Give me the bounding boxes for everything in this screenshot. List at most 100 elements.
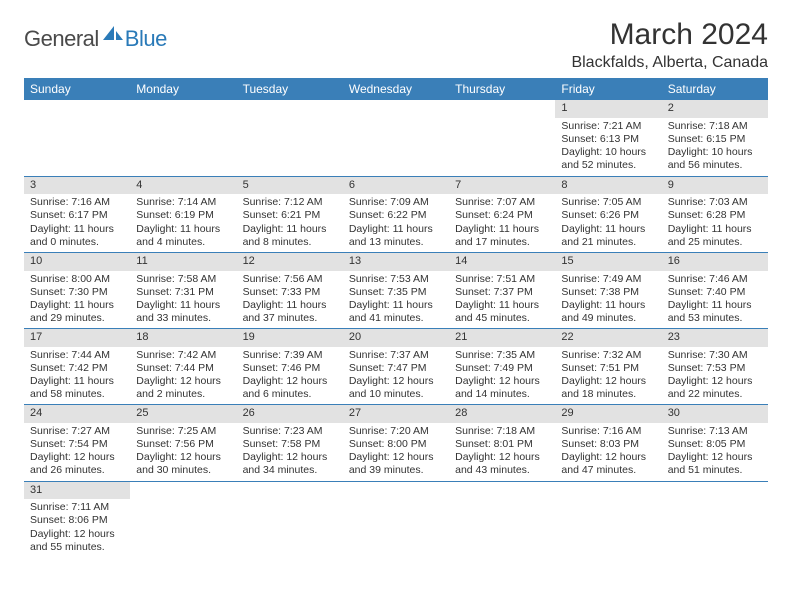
day-header-thursday: Thursday — [449, 78, 555, 100]
sunrise-text: Sunrise: 7:16 AM — [30, 196, 124, 209]
sunrise-text: Sunrise: 7:05 AM — [561, 196, 655, 209]
sunrise-text: Sunrise: 7:53 AM — [349, 273, 443, 286]
calendar-cell: 29Sunrise: 7:16 AMSunset: 8:03 PMDayligh… — [555, 405, 661, 481]
daylight-text-1: Daylight: 11 hours — [30, 375, 124, 388]
day-header-wednesday: Wednesday — [343, 78, 449, 100]
daylight-text-2: and 37 minutes. — [243, 312, 337, 325]
daylight-text-1: Daylight: 12 hours — [136, 375, 230, 388]
daylight-text-2: and 13 minutes. — [349, 236, 443, 249]
logo: General Blue — [24, 24, 167, 53]
daylight-text-1: Daylight: 11 hours — [455, 223, 549, 236]
daylight-text-1: Daylight: 12 hours — [455, 451, 549, 464]
month-title: March 2024 — [571, 18, 768, 52]
daylight-text-2: and 56 minutes. — [668, 159, 762, 172]
sunset-text: Sunset: 7:35 PM — [349, 286, 443, 299]
sunrise-text: Sunrise: 7:03 AM — [668, 196, 762, 209]
daylight-text-2: and 26 minutes. — [30, 464, 124, 477]
calendar-cell: 17Sunrise: 7:44 AMSunset: 7:42 PMDayligh… — [24, 329, 130, 405]
sunrise-text: Sunrise: 7:49 AM — [561, 273, 655, 286]
day-number: 28 — [449, 405, 555, 423]
daylight-text-1: Daylight: 12 hours — [243, 451, 337, 464]
day-number: 24 — [24, 405, 130, 423]
daylight-text-1: Daylight: 12 hours — [243, 375, 337, 388]
sunrise-text: Sunrise: 7:07 AM — [455, 196, 549, 209]
sunset-text: Sunset: 8:06 PM — [30, 514, 124, 527]
daylight-text-1: Daylight: 10 hours — [561, 146, 655, 159]
calendar-week-row: 17Sunrise: 7:44 AMSunset: 7:42 PMDayligh… — [24, 329, 768, 405]
sunrise-text: Sunrise: 7:14 AM — [136, 196, 230, 209]
daylight-text-1: Daylight: 12 hours — [561, 451, 655, 464]
calendar-week-row: 31Sunrise: 7:11 AMSunset: 8:06 PMDayligh… — [24, 481, 768, 557]
daylight-text-1: Daylight: 11 hours — [30, 299, 124, 312]
sunrise-text: Sunrise: 7:25 AM — [136, 425, 230, 438]
day-header-monday: Monday — [130, 78, 236, 100]
sunset-text: Sunset: 7:58 PM — [243, 438, 337, 451]
sunset-text: Sunset: 8:03 PM — [561, 438, 655, 451]
sunrise-text: Sunrise: 7:37 AM — [349, 349, 443, 362]
daylight-text-1: Daylight: 11 hours — [349, 223, 443, 236]
sunrise-text: Sunrise: 7:13 AM — [668, 425, 762, 438]
sunset-text: Sunset: 7:46 PM — [243, 362, 337, 375]
daylight-text-2: and 6 minutes. — [243, 388, 337, 401]
day-number: 29 — [555, 405, 661, 423]
sunset-text: Sunset: 6:19 PM — [136, 209, 230, 222]
sunset-text: Sunset: 8:00 PM — [349, 438, 443, 451]
location: Blackfalds, Alberta, Canada — [571, 54, 768, 72]
sunrise-text: Sunrise: 7:46 AM — [668, 273, 762, 286]
calendar-cell: 3Sunrise: 7:16 AMSunset: 6:17 PMDaylight… — [24, 176, 130, 252]
day-number: 8 — [555, 177, 661, 195]
day-number: 4 — [130, 177, 236, 195]
sunset-text: Sunset: 7:40 PM — [668, 286, 762, 299]
sunrise-text: Sunrise: 7:21 AM — [561, 120, 655, 133]
sunset-text: Sunset: 6:24 PM — [455, 209, 549, 222]
daylight-text-1: Daylight: 11 hours — [136, 299, 230, 312]
calendar-cell: 7Sunrise: 7:07 AMSunset: 6:24 PMDaylight… — [449, 176, 555, 252]
calendar-cell — [130, 100, 236, 176]
day-number: 10 — [24, 253, 130, 271]
day-number: 31 — [24, 482, 130, 500]
sunrise-text: Sunrise: 7:09 AM — [349, 196, 443, 209]
daylight-text-2: and 30 minutes. — [136, 464, 230, 477]
sunrise-text: Sunrise: 7:18 AM — [455, 425, 549, 438]
sunrise-text: Sunrise: 7:23 AM — [243, 425, 337, 438]
day-number: 6 — [343, 177, 449, 195]
daylight-text-1: Daylight: 11 hours — [136, 223, 230, 236]
day-number: 17 — [24, 329, 130, 347]
daylight-text-1: Daylight: 12 hours — [30, 528, 124, 541]
sunset-text: Sunset: 7:31 PM — [136, 286, 230, 299]
calendar-cell — [449, 481, 555, 557]
daylight-text-1: Daylight: 12 hours — [349, 375, 443, 388]
calendar-cell: 9Sunrise: 7:03 AMSunset: 6:28 PMDaylight… — [662, 176, 768, 252]
daylight-text-2: and 43 minutes. — [455, 464, 549, 477]
daylight-text-2: and 0 minutes. — [30, 236, 124, 249]
calendar-cell: 24Sunrise: 7:27 AMSunset: 7:54 PMDayligh… — [24, 405, 130, 481]
day-number: 11 — [130, 253, 236, 271]
day-number: 1 — [555, 100, 661, 118]
sunrise-text: Sunrise: 7:20 AM — [349, 425, 443, 438]
day-header-sunday: Sunday — [24, 78, 130, 100]
calendar-cell: 21Sunrise: 7:35 AMSunset: 7:49 PMDayligh… — [449, 329, 555, 405]
daylight-text-2: and 4 minutes. — [136, 236, 230, 249]
calendar-cell: 2Sunrise: 7:18 AMSunset: 6:15 PMDaylight… — [662, 100, 768, 176]
sunset-text: Sunset: 7:56 PM — [136, 438, 230, 451]
sunrise-text: Sunrise: 7:12 AM — [243, 196, 337, 209]
daylight-text-2: and 2 minutes. — [136, 388, 230, 401]
logo-sail-icon — [103, 24, 123, 45]
daylight-text-1: Daylight: 12 hours — [668, 451, 762, 464]
sunset-text: Sunset: 7:33 PM — [243, 286, 337, 299]
daylight-text-2: and 29 minutes. — [30, 312, 124, 325]
daylight-text-1: Daylight: 11 hours — [30, 223, 124, 236]
daylight-text-1: Daylight: 11 hours — [243, 299, 337, 312]
daylight-text-2: and 58 minutes. — [30, 388, 124, 401]
sunset-text: Sunset: 7:47 PM — [349, 362, 443, 375]
calendar-cell — [449, 100, 555, 176]
calendar-page: General Blue March 2024 Blackfalds, Albe… — [0, 0, 792, 575]
daylight-text-1: Daylight: 11 hours — [561, 223, 655, 236]
sunset-text: Sunset: 7:54 PM — [30, 438, 124, 451]
calendar-cell: 8Sunrise: 7:05 AMSunset: 6:26 PMDaylight… — [555, 176, 661, 252]
day-header-saturday: Saturday — [662, 78, 768, 100]
day-number: 30 — [662, 405, 768, 423]
sunset-text: Sunset: 7:49 PM — [455, 362, 549, 375]
calendar-cell: 11Sunrise: 7:58 AMSunset: 7:31 PMDayligh… — [130, 252, 236, 328]
sunset-text: Sunset: 7:38 PM — [561, 286, 655, 299]
